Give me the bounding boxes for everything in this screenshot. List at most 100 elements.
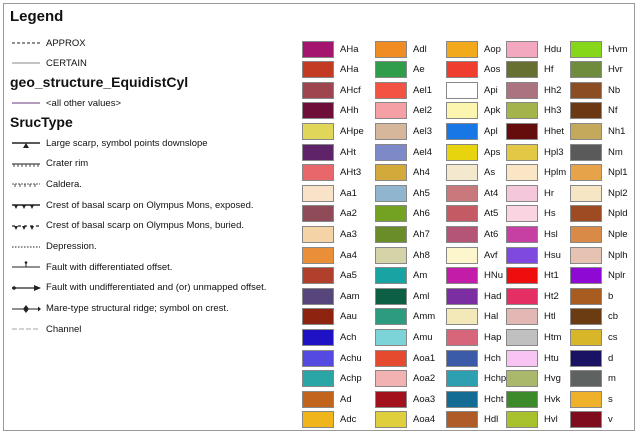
- unit-entry: Ah5: [375, 183, 430, 203]
- unit-entry: Aml: [375, 286, 429, 306]
- color-swatch: [446, 287, 478, 305]
- unit-label: Had: [484, 290, 502, 302]
- unit-label: As: [484, 167, 496, 179]
- color-swatch: [375, 143, 407, 161]
- unit-entry: Hvr: [570, 60, 623, 80]
- unit-entry: Hf: [506, 60, 554, 80]
- color-swatch: [570, 81, 602, 99]
- color-swatch: [506, 164, 538, 182]
- unit-label: Hh2: [544, 84, 562, 96]
- unit-label: Ah5: [413, 187, 430, 199]
- line-type-item: APPROX: [10, 34, 86, 52]
- unit-label: Hvm: [608, 43, 628, 55]
- struc-type-item-label: Large scarp, symbol points downslope: [46, 137, 208, 149]
- color-swatch: [302, 164, 334, 182]
- unit-label: Ad: [340, 393, 352, 405]
- color-swatch: [446, 246, 478, 264]
- line-type-item-label: APPROX: [46, 37, 86, 49]
- unit-label: Aa1: [340, 187, 357, 199]
- unit-label: Hpl3: [544, 146, 564, 158]
- fault-arrow-icon: [12, 284, 41, 291]
- color-swatch: [375, 246, 407, 264]
- unit-entry: v: [570, 410, 613, 430]
- unit-label: Aop: [484, 43, 501, 55]
- color-swatch: [375, 287, 407, 305]
- unit-label: cs: [608, 331, 618, 343]
- unit-label: s: [608, 393, 613, 405]
- unit-label: Hap: [484, 331, 502, 343]
- color-swatch: [506, 225, 538, 243]
- color-swatch: [375, 102, 407, 120]
- color-swatch: [506, 102, 538, 120]
- basal-scarp-exposed-icon: [12, 204, 40, 210]
- unit-label: Hvr: [608, 64, 623, 76]
- unit-entry: AHa: [302, 60, 358, 80]
- crater-rim-line-icon: [12, 163, 40, 167]
- solid-line-icon: [12, 62, 40, 64]
- struc-type-item-label: Caldera.: [46, 178, 82, 190]
- unit-label: Adl: [413, 43, 427, 55]
- unit-label: Ah8: [413, 249, 430, 261]
- unit-entry: Hpl3: [506, 142, 564, 162]
- unit-entry: Npl2: [570, 183, 628, 203]
- dashed-line-icon: [12, 42, 40, 44]
- color-swatch: [570, 390, 602, 408]
- unit-entry: Achu: [302, 348, 362, 368]
- unit-label: Nh1: [608, 125, 626, 137]
- unit-label: Hf: [544, 64, 554, 76]
- unit-label: Hh3: [544, 105, 562, 117]
- unit-entry: Nf: [570, 101, 618, 121]
- unit-entry: Aoa2: [375, 369, 435, 389]
- color-swatch: [570, 205, 602, 223]
- color-swatch: [302, 411, 334, 429]
- color-swatch: [506, 143, 538, 161]
- color-swatch: [446, 122, 478, 140]
- struc-type-item: Caldera.: [10, 175, 82, 193]
- unit-label: Apk: [484, 105, 501, 117]
- unit-entry: Aa5: [302, 266, 357, 286]
- color-swatch: [375, 225, 407, 243]
- unit-entry: Adc: [302, 410, 356, 430]
- color-swatch: [570, 61, 602, 79]
- struc-type-item: Channel: [10, 320, 81, 338]
- color-swatch: [375, 390, 407, 408]
- unit-entry: s: [570, 389, 613, 409]
- unit-label: AHcf: [340, 84, 361, 96]
- color-swatch: [506, 122, 538, 140]
- color-swatch: [302, 246, 334, 264]
- unit-entry: Apl: [446, 121, 498, 141]
- color-swatch: [570, 184, 602, 202]
- struc-type-item: Crest of basal scarp on Olympus Mons, ex…: [10, 196, 254, 214]
- color-swatch: [375, 81, 407, 99]
- color-swatch: [506, 267, 538, 285]
- unit-entry: Aos: [446, 60, 500, 80]
- color-swatch: [302, 143, 334, 161]
- unit-entry: Ah8: [375, 245, 430, 265]
- unit-label: Aos: [484, 64, 501, 76]
- unit-entry: Ael4: [375, 142, 432, 162]
- unit-entry: Aoa4: [375, 410, 435, 430]
- color-swatch: [446, 390, 478, 408]
- unit-label: Ael1: [413, 84, 433, 96]
- unit-entry: Aoa3: [375, 389, 435, 409]
- unit-label: Nple: [608, 228, 628, 240]
- caldera-line-icon: [12, 183, 40, 188]
- color-swatch: [446, 349, 478, 367]
- unit-label: Avf: [484, 249, 498, 261]
- unit-label: Htl: [544, 311, 556, 323]
- color-swatch: [375, 164, 407, 182]
- unit-entry: Hch: [446, 348, 501, 368]
- basal-scarp-buried-icon: [12, 225, 40, 230]
- unit-label: Hchp: [484, 373, 507, 385]
- unit-entry: At4: [446, 183, 498, 203]
- unit-entry: Ah4: [375, 163, 430, 183]
- unit-label: Ach: [340, 331, 357, 343]
- unit-label: Aa2: [340, 208, 357, 220]
- unit-entry: Api: [446, 80, 498, 100]
- color-swatch: [570, 411, 602, 429]
- unit-label: Hvl: [544, 414, 558, 426]
- unit-label: Aps: [484, 146, 501, 158]
- struc-type-item: Crest of basal scarp on Olympus Mons, bu…: [10, 217, 244, 235]
- unit-entry: Htm: [506, 327, 561, 347]
- unit-entry: Hhet: [506, 121, 564, 141]
